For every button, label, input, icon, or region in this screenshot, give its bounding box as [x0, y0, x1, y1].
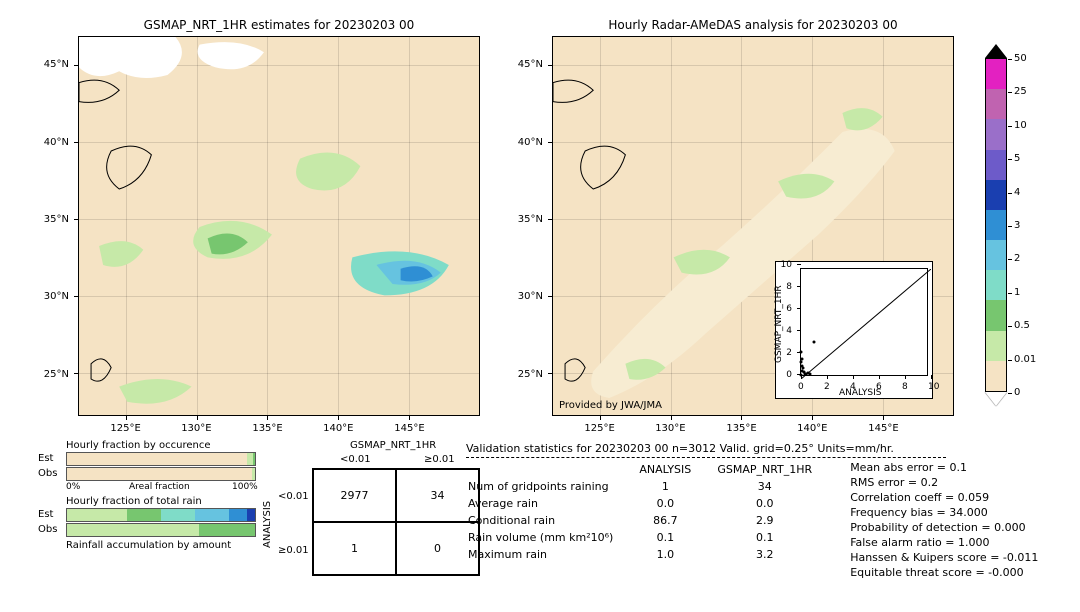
- matrix-cell: 2977: [313, 469, 396, 522]
- colorbar-tick-label: 10: [1014, 120, 1027, 131]
- stats-metric-line: False alarm ratio = 1.000: [850, 535, 1038, 550]
- stats-metric-line: RMS error = 0.2: [850, 475, 1038, 490]
- bar-track: [66, 467, 256, 481]
- colorbar-min-arrow-icon: [985, 392, 1007, 406]
- y-tick-label: 45°N: [44, 59, 69, 70]
- stats-metric-line: Correlation coeff = 0.059: [850, 490, 1038, 505]
- bar-row-label: Obs: [38, 524, 57, 535]
- y-tick-label: 35°N: [518, 214, 543, 225]
- x-tick-label: 140°E: [323, 423, 353, 434]
- colorbar-tick-label: 2: [1014, 253, 1020, 264]
- matrix-row-header: ≥0.01: [278, 545, 309, 556]
- bar-row-label: Est: [38, 453, 53, 464]
- colorbar-tick-label: 3: [1014, 220, 1020, 231]
- matrix-col-header: <0.01: [340, 454, 371, 465]
- matrix-grid: 29773410: [312, 468, 480, 576]
- y-tick-label: 40°N: [518, 137, 543, 148]
- stats-col-header: GSMAP_NRT_1HR: [717, 462, 822, 477]
- scatter-inset: 00224466881010ANALYSISGSMAP_NRT_1HR: [775, 261, 933, 399]
- stats-row-label: Maximum rain: [468, 547, 623, 562]
- y-tick-label: 40°N: [44, 137, 69, 148]
- colorbar-tick-label: 5: [1014, 153, 1020, 164]
- colorbar: 00.010.512345102550: [985, 58, 1007, 392]
- stats-table: ANALYSISGSMAP_NRT_1HR Num of gridpoints r…: [466, 460, 824, 564]
- stats-row-label: Rain volume (mm km²10⁶): [468, 530, 623, 545]
- x-tick-label: 130°E: [655, 423, 685, 434]
- matrix-row-header: <0.01: [278, 491, 309, 502]
- colorbar-tick-label: 0.01: [1014, 354, 1036, 365]
- total-rain-title: Hourly fraction of total rain: [66, 496, 202, 507]
- colorbar-tick-label: 0: [1014, 387, 1020, 398]
- credit-text: Provided by JWA/JMA: [559, 400, 662, 411]
- colorbar-tick-label: 4: [1014, 187, 1020, 198]
- stats-col-header: ANALYSIS: [625, 462, 715, 477]
- x-tick-label: 125°E: [110, 423, 140, 434]
- bar-row-label: Est: [38, 509, 53, 520]
- y-tick-label: 45°N: [518, 59, 543, 70]
- bar-track: [66, 523, 256, 537]
- accum-title: Rainfall accumulation by amount: [66, 540, 231, 551]
- stats-metric-line: Equitable threat score = -0.000: [850, 565, 1038, 580]
- y-tick-label: 25°N: [44, 369, 69, 380]
- matrix-cell: 1: [313, 522, 396, 575]
- y-tick-label: 25°N: [518, 369, 543, 380]
- colorbar-max-arrow-icon: [985, 44, 1007, 58]
- stats-metrics: Mean abs error = 0.1RMS error = 0.2Corre…: [850, 460, 1038, 580]
- y-tick-label: 35°N: [44, 214, 69, 225]
- x-tick-label: 145°E: [868, 423, 898, 434]
- x-tick-label: 125°E: [584, 423, 614, 434]
- contingency-matrix: GSMAP_NRT_1HR <0.01 ≥0.01 ANALYSIS <0.01 ≥0.0…: [262, 440, 480, 588]
- stats-metric-line: Probability of detection = 0.000: [850, 520, 1038, 535]
- occurrence-title: Hourly fraction by occurence: [66, 440, 210, 451]
- x-tick-label: 145°E: [394, 423, 424, 434]
- scatter-xlabel: ANALYSIS: [839, 388, 881, 398]
- right-map-panel: 125°E130°E135°E140°E145°E25°N30°N35°N40°…: [552, 36, 954, 416]
- colorbar-tick-label: 25: [1014, 86, 1027, 97]
- validation-stats: Validation statistics for 20230203 00 n=…: [466, 442, 1066, 580]
- stats-row-label: Average rain: [468, 496, 623, 511]
- stats-metric-line: Mean abs error = 0.1: [850, 460, 1038, 475]
- bar-track: [66, 508, 256, 522]
- x-tick-label: 140°E: [797, 423, 827, 434]
- stats-header: Validation statistics for 20230203 00 n=…: [466, 442, 1066, 455]
- matrix-title: GSMAP_NRT_1HR: [350, 440, 436, 451]
- x-tick-label: 135°E: [252, 423, 282, 434]
- y-tick-label: 30°N: [44, 291, 69, 302]
- left-map-panel: 125°E130°E135°E140°E145°E25°N30°N35°N40°…: [78, 36, 480, 416]
- colorbar-tick-label: 50: [1014, 53, 1027, 64]
- stats-row-label: Num of gridpoints raining: [468, 479, 623, 494]
- bar-row-label: Obs: [38, 468, 57, 479]
- stats-row-label: Conditional rain: [468, 513, 623, 528]
- stats-metric-line: Hanssen & Kuipers score = -0.011: [850, 550, 1038, 565]
- scatter-ylabel: GSMAP_NRT_1HR: [774, 285, 784, 363]
- stats-metric-line: Frequency bias = 34.000: [850, 505, 1038, 520]
- x-tick-label: 130°E: [181, 423, 211, 434]
- y-tick-label: 30°N: [518, 291, 543, 302]
- colorbar-tick-label: 1: [1014, 287, 1020, 298]
- x-tick-label: 135°E: [726, 423, 756, 434]
- matrix-col-header: ≥0.01: [424, 454, 455, 465]
- colorbar-tick-label: 0.5: [1014, 320, 1030, 331]
- right-map-title: Hourly Radar-AMeDAS analysis for 2023020…: [552, 18, 954, 32]
- left-map-title: GSMAP_NRT_1HR estimates for 20230203 00: [78, 18, 480, 32]
- matrix-row-axis: ANALYSIS: [262, 501, 273, 548]
- bar-track: [66, 452, 256, 466]
